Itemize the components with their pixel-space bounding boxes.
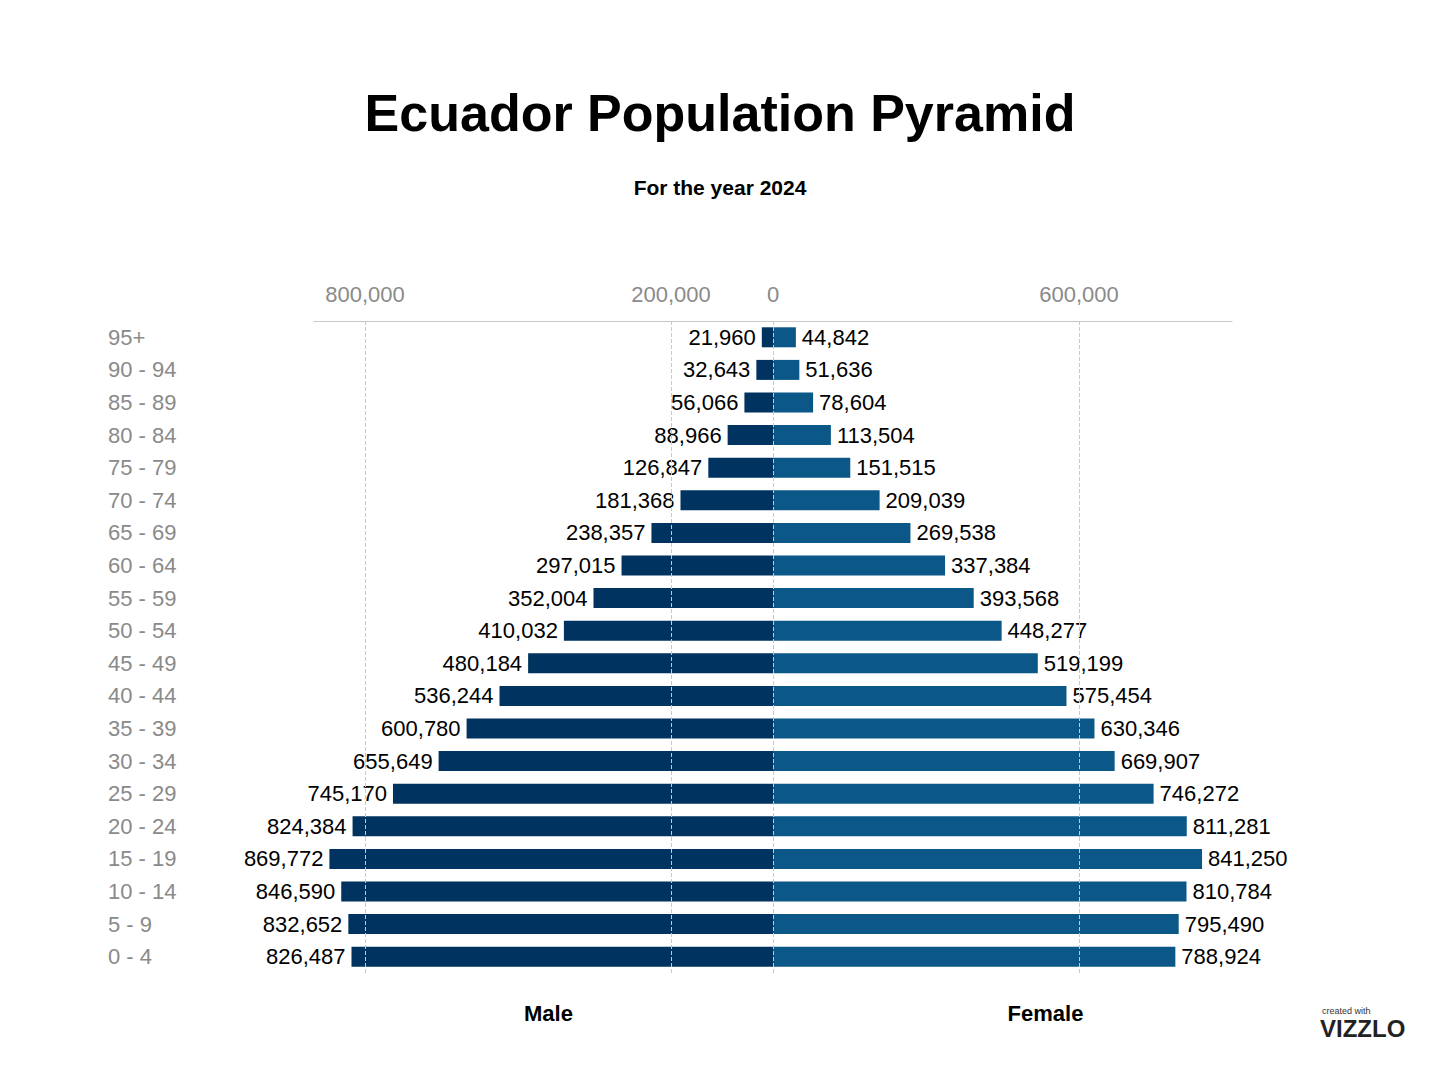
svg-text:238,357: 238,357: [566, 520, 646, 545]
svg-text:824,384: 824,384: [267, 814, 347, 839]
svg-text:88,966: 88,966: [654, 423, 721, 448]
svg-text:85 - 89: 85 - 89: [108, 390, 177, 415]
svg-text:181,368: 181,368: [595, 488, 675, 513]
svg-text:created with: created with: [1322, 1005, 1371, 1016]
svg-text:655,649: 655,649: [353, 748, 433, 774]
svg-text:200,000: 200,000: [631, 282, 711, 307]
svg-text:448,277: 448,277: [1008, 618, 1088, 643]
svg-text:95+: 95+: [108, 325, 145, 350]
svg-text:745,170: 745,170: [307, 781, 387, 806]
svg-text:56,066: 56,066: [671, 390, 738, 415]
svg-text:40 - 44: 40 - 44: [108, 683, 177, 708]
svg-text:30 - 34: 30 - 34: [108, 749, 177, 774]
svg-text:55 - 59: 55 - 59: [108, 586, 177, 611]
svg-text:25 - 29: 25 - 29: [108, 781, 177, 806]
svg-text:788,924: 788,924: [1181, 944, 1261, 969]
svg-text:50 - 54: 50 - 54: [108, 618, 177, 643]
svg-text:126,847: 126,847: [623, 455, 703, 480]
svg-text:826,487: 826,487: [266, 944, 346, 969]
svg-text:846,590: 846,590: [256, 879, 336, 904]
svg-text:810,784: 810,784: [1192, 879, 1272, 904]
svg-text:410,032: 410,032: [478, 618, 558, 643]
svg-text:669,907: 669,907: [1121, 749, 1201, 774]
svg-text:15 - 19: 15 - 19: [108, 846, 177, 871]
svg-text:VIZZLO: VIZZLO: [1320, 1015, 1405, 1042]
svg-text:869,772: 869,772: [244, 846, 324, 871]
svg-text:90 - 94: 90 - 94: [108, 357, 177, 382]
svg-text:Female: Female: [1008, 1001, 1084, 1026]
svg-text:45 - 49: 45 - 49: [108, 651, 177, 676]
svg-text:For the year 2024: For the year 2024: [634, 176, 807, 199]
svg-text:536,244: 536,244: [414, 683, 494, 708]
svg-text:337,384: 337,384: [951, 553, 1031, 578]
svg-text:75 - 79: 75 - 79: [108, 455, 177, 480]
svg-text:32,643: 32,643: [683, 357, 750, 382]
svg-text:0 - 4: 0 - 4: [108, 944, 152, 969]
svg-text:297,015: 297,015: [536, 553, 616, 578]
svg-text:10 - 14: 10 - 14: [108, 879, 177, 904]
svg-text:70 - 74: 70 - 74: [108, 488, 177, 513]
svg-text:151,515: 151,515: [856, 455, 936, 480]
svg-text:352,004: 352,004: [508, 586, 588, 611]
svg-text:519,199: 519,199: [1044, 651, 1124, 676]
svg-text:746,272: 746,272: [1160, 781, 1240, 806]
svg-text:811,281: 811,281: [1193, 814, 1271, 839]
svg-text:841,250: 841,250: [1208, 846, 1288, 871]
svg-text:65 - 69: 65 - 69: [108, 520, 177, 545]
svg-text:795,490: 795,490: [1185, 912, 1265, 937]
svg-text:44,842: 44,842: [802, 325, 869, 350]
svg-text:113,504: 113,504: [837, 423, 915, 448]
svg-text:Ecuador Population Pyramid: Ecuador Population Pyramid: [365, 84, 1076, 142]
svg-text:21,960: 21,960: [689, 325, 756, 350]
svg-text:832,652: 832,652: [263, 912, 343, 937]
svg-text:269,538: 269,538: [916, 520, 996, 545]
svg-text:51,636: 51,636: [805, 357, 872, 382]
svg-text:35 - 39: 35 - 39: [108, 716, 177, 741]
svg-text:20 - 24: 20 - 24: [108, 814, 177, 839]
svg-text:600,000: 600,000: [1039, 282, 1119, 307]
svg-text:630,346: 630,346: [1100, 716, 1180, 741]
svg-text:209,039: 209,039: [886, 488, 966, 513]
svg-text:800,000: 800,000: [325, 282, 405, 307]
svg-text:80 - 84: 80 - 84: [108, 423, 177, 448]
svg-text:600,780: 600,780: [381, 716, 461, 741]
svg-text:5 - 9: 5 - 9: [108, 912, 152, 937]
svg-text:480,184: 480,184: [443, 651, 523, 676]
svg-text:393,568: 393,568: [980, 586, 1060, 611]
svg-text:78,604: 78,604: [819, 390, 886, 415]
svg-text:575,454: 575,454: [1072, 683, 1152, 708]
svg-text:Male: Male: [524, 1001, 573, 1026]
svg-text:60 - 64: 60 - 64: [108, 553, 177, 578]
svg-text:0: 0: [767, 282, 779, 307]
